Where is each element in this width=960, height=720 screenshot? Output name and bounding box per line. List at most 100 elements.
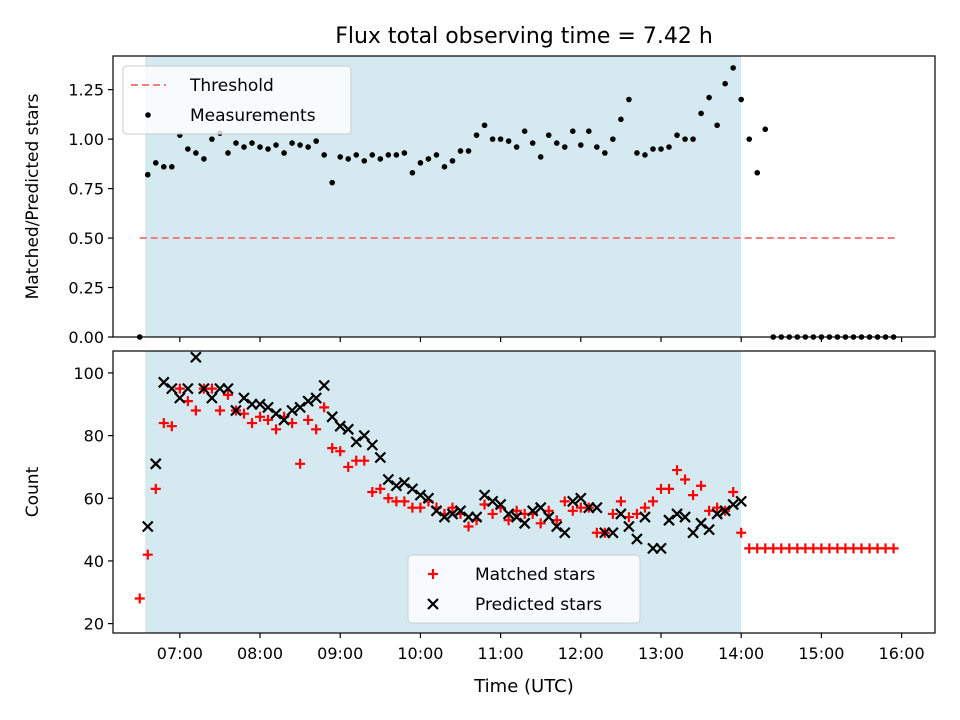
matched-stars-point [247, 418, 258, 429]
predicted-stars-point [518, 517, 531, 530]
x-tick-label: 09:00 [317, 644, 363, 663]
measurements-point [730, 65, 736, 71]
y-tick-label: 100 [73, 364, 104, 383]
predicted-stars-point [502, 508, 515, 520]
measurements-point [393, 152, 400, 158]
top-panel: 0.00 0.25 0.50 0.75 1.00 1.25 Matched/Predicte… [23, 55, 936, 347]
predicted-stars-point [510, 511, 523, 523]
matched-stars-point [319, 402, 330, 413]
measurements-point [561, 144, 568, 150]
predicted-stars-point [358, 429, 371, 442]
measurements-point [762, 126, 769, 133]
measurements-point [289, 140, 295, 146]
y-tick-label: 60 [84, 489, 104, 508]
predicted-stars-point [262, 401, 274, 414]
predicted-stars-point [735, 495, 747, 508]
matched-stars-point [375, 483, 386, 494]
x-tick-label: 10:00 [397, 644, 443, 663]
matched-stars-point [615, 496, 626, 507]
matched-stars-point [664, 483, 675, 494]
measurements-point [586, 128, 592, 134]
measurements-point [144, 171, 151, 178]
predicted-stars-point [230, 404, 242, 417]
x-tick-label: 07:00 [157, 644, 203, 663]
x-tick-label: 16:00 [879, 644, 925, 663]
predicted-stars-point [663, 514, 675, 526]
measurements-point [658, 146, 664, 152]
matched-stars-point [359, 455, 370, 466]
predicted-stars-point [326, 411, 338, 423]
measurements-point [169, 164, 175, 170]
matched-stars-point [487, 508, 498, 519]
measurements-point [746, 136, 753, 142]
measurements-point [602, 150, 608, 156]
measurements-point [361, 158, 368, 164]
measurements-point [152, 160, 159, 166]
predicted-stars-point [270, 407, 282, 420]
y-tick-label: 0.00 [68, 328, 104, 347]
x-axis-label: Time (UTC) [473, 676, 574, 697]
measurements-point [353, 152, 360, 158]
predicted-stars-point [430, 505, 443, 517]
matched-stars-point [190, 405, 201, 416]
predicted-stars-point [727, 498, 739, 511]
matched-stars-point [214, 405, 225, 416]
matched-stars-point [607, 508, 618, 519]
predicted-stars-point [198, 382, 210, 395]
y-tick-label: 40 [84, 552, 104, 571]
measurements-point [249, 140, 255, 146]
measurements-point [377, 156, 384, 162]
measurements-point [553, 140, 560, 146]
predicted-stars-point [398, 476, 411, 489]
measurements-point [193, 150, 199, 156]
predicted-stars-point [542, 511, 555, 523]
matched-stars-point [150, 483, 161, 494]
measurements-point [313, 138, 319, 144]
y-tick-label: 80 [84, 427, 104, 446]
legend-label-matched-stars: Matched stars [475, 565, 595, 585]
legend-box [122, 65, 352, 135]
predicted-stars-point [414, 489, 427, 501]
measurements-point [706, 94, 712, 101]
matched-stars-point [728, 487, 739, 497]
measurements-point [337, 154, 344, 160]
predicted-stars-point [206, 392, 218, 404]
y-axis-label: Matched/Predicted stars [23, 93, 43, 299]
predicted-stars-point [166, 382, 178, 395]
measurements-point [714, 122, 720, 129]
measurements-point [329, 179, 336, 186]
measurements-point [738, 96, 744, 103]
predicted-stars-point [558, 526, 571, 539]
predicted-stars-point [639, 511, 651, 523]
predicted-stars-point [350, 436, 363, 448]
predicted-stars-point [254, 398, 266, 411]
predicted-stars-point [174, 392, 186, 404]
measurements-point [257, 144, 263, 150]
y-tick-label: 1.00 [68, 130, 104, 149]
measurements-point [682, 136, 688, 142]
predicted-stars-point [454, 505, 467, 517]
predicted-stars-point [631, 533, 643, 545]
predicted-stars-point [703, 523, 715, 536]
predicted-stars-point [719, 505, 731, 517]
predicted-stars-point [294, 401, 306, 414]
measurements-point [594, 144, 600, 150]
predicted-stars-point [141, 520, 154, 533]
matched-stars-point [335, 446, 346, 457]
matched-stars-point [383, 493, 394, 504]
y-tick-label: 0.50 [68, 229, 104, 248]
predicted-stars-point [374, 451, 387, 464]
predicted-stars-point [591, 501, 603, 514]
measurements-point [674, 132, 680, 138]
predicted-stars-point [623, 520, 635, 533]
predicted-stars-point [446, 508, 459, 520]
measurements-point [417, 160, 424, 166]
measurements-point [545, 132, 552, 138]
measurements-point [241, 144, 247, 150]
predicted-stars-point [390, 479, 403, 492]
measurements-point [185, 146, 191, 152]
x-tick-label: 14:00 [718, 644, 764, 663]
measurements-point [457, 148, 464, 154]
measurements-point [409, 169, 416, 176]
